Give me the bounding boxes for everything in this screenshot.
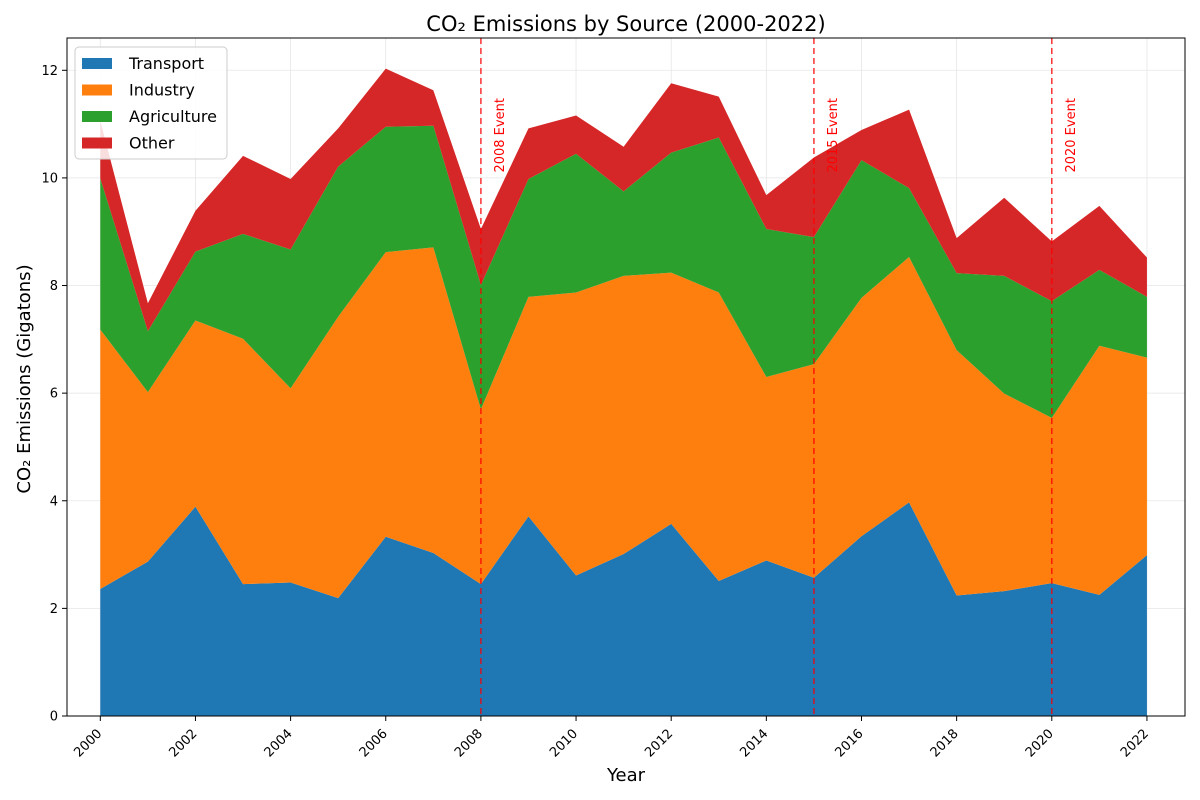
legend-label-transport: Transport xyxy=(128,54,204,73)
x-tick-label: 2000 xyxy=(71,726,105,760)
x-tick-label: 2020 xyxy=(1023,726,1057,760)
event-label-2020: 2020 Event xyxy=(1064,98,1079,172)
plot-frame xyxy=(66,37,1186,717)
legend: Transport Industry Agriculture Other xyxy=(74,46,228,160)
legend-label-industry: Industry xyxy=(129,81,195,100)
event-label-2015: 2015 Event xyxy=(826,98,841,172)
x-axis: 2000 2002 2004 2006 2008 2010 2012 2014 2016 2018… xyxy=(71,716,1152,760)
x-tick-label: 2016 xyxy=(833,726,867,760)
area-other xyxy=(100,68,1147,332)
area-agriculture xyxy=(100,125,1147,418)
chart-title: CO₂ Emissions by Source (2000-2022) xyxy=(426,12,825,36)
x-tick-label: 2004 xyxy=(262,726,296,760)
y-tick-label: 10 xyxy=(41,171,58,186)
x-tick-label: 2022 xyxy=(1118,726,1152,760)
x-axis-title: Year xyxy=(606,765,646,786)
x-tick-label: 2012 xyxy=(642,726,676,760)
y-tick-label: 6 xyxy=(50,387,58,402)
legend-swatch-other xyxy=(82,137,112,149)
event-annotations: 2008 Event 2015 Event 2020 Event xyxy=(480,38,1079,716)
legend-swatch-industry xyxy=(82,84,112,96)
y-tick-label: 8 xyxy=(50,279,58,294)
area-transport xyxy=(100,502,1147,716)
x-tick-label: 2018 xyxy=(928,726,962,760)
y-axis-title: CO₂ Emissions (Gigatons) xyxy=(14,264,35,493)
area-series-group xyxy=(100,68,1147,716)
y-axis: 0 2 4 6 8 10 12 xyxy=(41,64,67,725)
legend-label-agriculture: Agriculture xyxy=(129,107,217,126)
y-tick-label: 2 xyxy=(50,602,58,617)
legend-label-other: Other xyxy=(129,134,175,153)
x-tick-label: 2014 xyxy=(737,726,771,760)
x-tick-label: 2006 xyxy=(357,726,391,760)
legend-swatch-agriculture xyxy=(82,111,112,122)
x-tick-label: 2008 xyxy=(452,726,486,760)
legend-swatch-transport xyxy=(82,58,112,69)
legend-box xyxy=(74,46,228,160)
y-tick-label: 12 xyxy=(41,64,58,79)
event-label-2008: 2008 Event xyxy=(493,98,508,172)
x-tick-label: 2002 xyxy=(166,726,200,760)
y-tick-label: 4 xyxy=(50,494,58,509)
area-industry xyxy=(100,247,1147,599)
x-tick-label: 2010 xyxy=(547,726,581,760)
y-tick-label: 0 xyxy=(50,710,58,725)
